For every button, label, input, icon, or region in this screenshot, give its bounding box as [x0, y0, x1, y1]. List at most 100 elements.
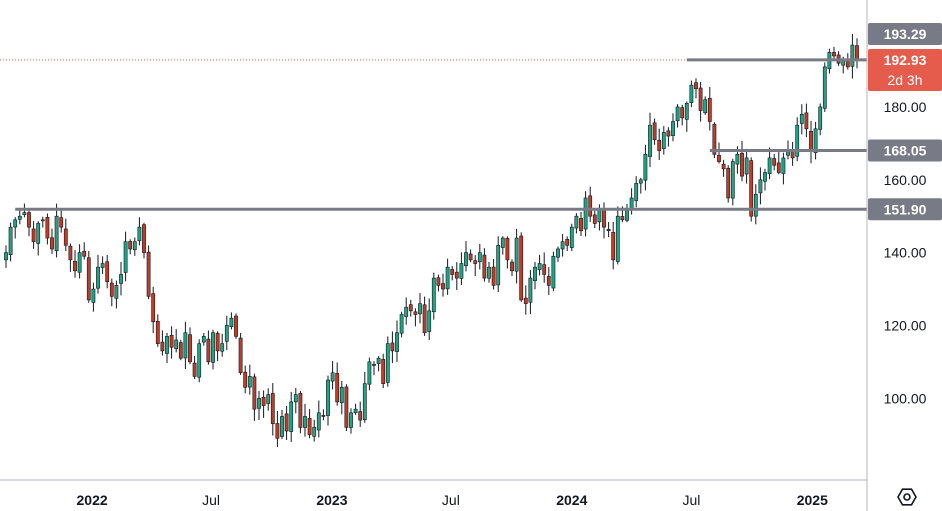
candle	[8, 222, 13, 262]
candle	[146, 245, 151, 300]
candle	[395, 320, 399, 363]
candle	[100, 256, 105, 275]
candle	[804, 103, 809, 138]
settings-icon[interactable]	[897, 488, 917, 506]
candle	[27, 208, 31, 237]
candle	[243, 365, 248, 394]
time-tick-label: 2024	[556, 492, 587, 508]
candle	[505, 236, 510, 269]
candle	[399, 311, 404, 338]
candle	[330, 361, 335, 390]
time-axis[interactable]: 2022 Jul 2023 Jul 2024 Jul 2025	[77, 492, 829, 508]
candle	[588, 186, 593, 222]
candle	[799, 104, 804, 135]
candle	[634, 176, 639, 208]
candle	[468, 249, 473, 263]
level-193-label[interactable]: 193.29	[868, 23, 942, 45]
time-tick-label: Jul	[202, 492, 220, 508]
candle	[707, 87, 712, 131]
levels-layer	[0, 58, 867, 211]
candle	[579, 212, 583, 236]
candle	[36, 221, 41, 256]
candle	[413, 308, 418, 327]
candle	[583, 191, 588, 237]
candle	[349, 408, 353, 434]
candle	[381, 353, 386, 389]
candle	[142, 222, 146, 259]
candle	[510, 259, 514, 276]
candle	[344, 384, 349, 431]
candle	[137, 217, 142, 246]
candle	[615, 206, 620, 265]
candle	[717, 142, 721, 164]
price-label-value: 168.05	[884, 142, 927, 158]
level-168-label[interactable]: 168.05	[868, 139, 942, 162]
candle	[151, 286, 156, 334]
candle	[776, 150, 781, 175]
time-tick-label: 2022	[77, 492, 108, 508]
candle	[50, 228, 54, 254]
candle	[234, 313, 238, 339]
candle	[390, 331, 395, 364]
candle	[689, 80, 694, 108]
level-current-label[interactable]: 192.93 2d 3h	[868, 49, 942, 91]
candle	[726, 165, 731, 203]
time-tick-label: Jul	[442, 492, 460, 508]
candle	[174, 329, 179, 353]
candle	[832, 46, 836, 59]
candle	[4, 245, 8, 268]
candle	[404, 297, 409, 325]
candle	[482, 248, 487, 282]
candle	[753, 184, 758, 225]
candle	[206, 330, 211, 365]
candle	[542, 252, 547, 283]
candle	[822, 62, 827, 112]
candle	[643, 144, 648, 191]
candle	[477, 244, 482, 270]
candle	[376, 356, 381, 372]
candle	[91, 282, 96, 312]
price-axis[interactable]: 100.00 120.00 140.00 160.00 180.00	[884, 99, 927, 406]
candle	[611, 221, 616, 270]
candle	[40, 216, 45, 228]
candle	[537, 254, 542, 276]
candle	[165, 332, 169, 364]
candle	[358, 401, 363, 427]
candle	[592, 207, 597, 229]
candle	[464, 241, 468, 272]
candle	[758, 167, 763, 205]
candle	[353, 403, 358, 415]
candle	[68, 243, 73, 272]
candle	[422, 296, 427, 336]
candle	[418, 293, 422, 324]
candle	[638, 177, 643, 194]
candle	[606, 222, 611, 238]
candle	[224, 315, 229, 351]
candle	[17, 209, 22, 225]
price-label-value: 151.90	[884, 201, 927, 217]
candle	[13, 217, 18, 239]
candle	[740, 141, 744, 182]
level-152-label[interactable]: 151.90	[868, 198, 942, 221]
candle	[661, 126, 666, 155]
candle	[192, 355, 197, 379]
candle	[160, 330, 165, 356]
candle	[556, 246, 560, 262]
candle	[367, 357, 372, 391]
candle	[487, 261, 491, 283]
candle	[666, 127, 671, 147]
candle	[86, 251, 91, 303]
candle	[252, 373, 257, 421]
candle	[155, 314, 160, 347]
candle	[657, 128, 662, 161]
candle	[454, 262, 459, 291]
candle	[45, 213, 50, 245]
candle	[533, 261, 537, 290]
candle	[514, 228, 519, 284]
candle	[321, 409, 326, 421]
candle	[220, 333, 225, 357]
candle	[238, 332, 243, 375]
candle	[574, 213, 579, 234]
candle	[680, 104, 685, 126]
